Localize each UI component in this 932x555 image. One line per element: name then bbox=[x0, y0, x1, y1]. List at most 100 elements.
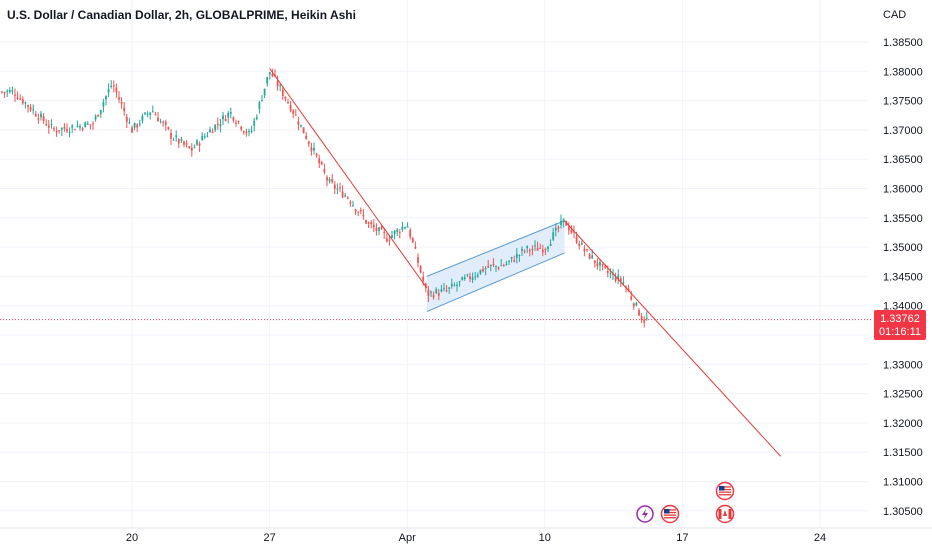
candle-body[interactable] bbox=[495, 265, 497, 267]
candle-body[interactable] bbox=[536, 247, 539, 251]
candle-body[interactable] bbox=[502, 265, 505, 267]
candle-body[interactable] bbox=[619, 278, 622, 282]
candle-body[interactable] bbox=[632, 303, 635, 307]
candle-body[interactable] bbox=[94, 115, 97, 120]
candle-body[interactable] bbox=[151, 111, 154, 113]
candle-body[interactable] bbox=[263, 88, 266, 96]
candle-body[interactable] bbox=[450, 283, 453, 287]
lightning-icon[interactable] bbox=[636, 505, 654, 523]
candle-body[interactable] bbox=[409, 229, 412, 237]
candle-body[interactable] bbox=[443, 288, 445, 290]
candle-body[interactable] bbox=[560, 220, 562, 225]
candle-body[interactable] bbox=[84, 122, 87, 128]
candle-body[interactable] bbox=[432, 295, 435, 298]
candle-body[interactable] bbox=[76, 125, 79, 127]
candle-body[interactable] bbox=[445, 290, 448, 292]
candle-body[interactable] bbox=[565, 221, 568, 226]
candle-body[interactable] bbox=[300, 124, 302, 127]
candle-body[interactable] bbox=[591, 255, 594, 259]
candle-body[interactable] bbox=[534, 245, 536, 247]
candle-body[interactable] bbox=[541, 249, 544, 253]
candle-body[interactable] bbox=[8, 90, 11, 93]
candle-body[interactable] bbox=[185, 143, 188, 145]
candle-body[interactable] bbox=[170, 133, 172, 139]
candle-body[interactable] bbox=[508, 260, 510, 262]
candle-body[interactable] bbox=[331, 179, 334, 183]
candle-body[interactable] bbox=[201, 135, 204, 141]
candle-body[interactable] bbox=[131, 127, 133, 133]
candle-body[interactable] bbox=[99, 110, 102, 114]
candle-body[interactable] bbox=[458, 281, 461, 283]
candle-body[interactable] bbox=[380, 226, 383, 230]
candle-body[interactable] bbox=[414, 246, 417, 249]
candle-body[interactable] bbox=[383, 232, 386, 234]
candle-body[interactable] bbox=[219, 124, 222, 126]
candle-body[interactable] bbox=[71, 125, 74, 128]
candle-body[interactable] bbox=[630, 296, 633, 300]
candle-body[interactable] bbox=[21, 99, 24, 104]
candle-body[interactable] bbox=[606, 271, 609, 273]
candle-body[interactable] bbox=[482, 268, 484, 272]
candle-body[interactable] bbox=[235, 122, 237, 124]
candle-body[interactable] bbox=[471, 277, 474, 280]
candle-body[interactable] bbox=[562, 218, 565, 222]
candle-body[interactable] bbox=[115, 87, 118, 93]
candle-body[interactable] bbox=[203, 136, 206, 138]
candle-body[interactable] bbox=[404, 227, 406, 229]
candle-body[interactable] bbox=[240, 126, 243, 130]
candle-body[interactable] bbox=[320, 162, 323, 165]
candle-body[interactable] bbox=[40, 113, 42, 118]
candle-body[interactable] bbox=[391, 235, 393, 238]
candle-body[interactable] bbox=[500, 265, 503, 267]
candle-body[interactable] bbox=[586, 249, 588, 251]
candle-body[interactable] bbox=[583, 248, 586, 252]
candle-body[interactable] bbox=[357, 211, 360, 213]
candle-body[interactable] bbox=[570, 230, 573, 233]
candle-body[interactable] bbox=[349, 202, 352, 204]
candle-body[interactable] bbox=[58, 130, 61, 132]
candle-body[interactable] bbox=[157, 117, 159, 122]
candle-body[interactable] bbox=[333, 184, 336, 189]
candle-body[interactable] bbox=[427, 290, 430, 296]
candle-body[interactable] bbox=[16, 97, 19, 99]
candle-body[interactable] bbox=[224, 118, 227, 122]
candle-body[interactable] bbox=[544, 248, 547, 250]
candle-body[interactable] bbox=[378, 227, 380, 231]
candle-body[interactable] bbox=[453, 285, 456, 287]
candle-body[interactable] bbox=[177, 139, 180, 144]
candle-body[interactable] bbox=[505, 264, 508, 266]
candle-body[interactable] bbox=[385, 238, 388, 242]
candle-body[interactable] bbox=[6, 90, 9, 92]
candle-body[interactable] bbox=[253, 120, 256, 126]
candle-body[interactable] bbox=[222, 115, 224, 120]
candle-body[interactable] bbox=[513, 260, 516, 262]
candle-body[interactable] bbox=[47, 125, 50, 128]
candle-body[interactable] bbox=[318, 158, 321, 164]
candle-body[interactable] bbox=[344, 195, 347, 197]
candle-body[interactable] bbox=[323, 168, 326, 173]
candle-body[interactable] bbox=[612, 273, 614, 275]
candle-body[interactable] bbox=[136, 124, 139, 128]
candle-body[interactable] bbox=[190, 147, 193, 151]
candle-body[interactable] bbox=[510, 257, 513, 259]
candle-body[interactable] bbox=[354, 209, 357, 212]
candle-body[interactable] bbox=[435, 289, 438, 294]
candle-body[interactable] bbox=[229, 112, 232, 114]
candle-body[interactable] bbox=[411, 238, 414, 243]
candle-body[interactable] bbox=[29, 107, 32, 111]
candle-body[interactable] bbox=[352, 205, 354, 207]
candle-body[interactable] bbox=[258, 102, 261, 109]
candle-body[interactable] bbox=[315, 153, 318, 156]
candle-body[interactable] bbox=[110, 85, 113, 87]
candle-body[interactable] bbox=[11, 90, 14, 92]
candle-body[interactable] bbox=[294, 114, 297, 116]
candle-body[interactable] bbox=[102, 102, 105, 107]
candle-body[interactable] bbox=[523, 250, 526, 252]
candle-body[interactable] bbox=[92, 123, 94, 125]
trend-line-down-2[interactable] bbox=[564, 220, 782, 457]
candle-body[interactable] bbox=[133, 122, 136, 128]
candle-body[interactable] bbox=[401, 226, 404, 230]
candle-body[interactable] bbox=[305, 135, 308, 139]
